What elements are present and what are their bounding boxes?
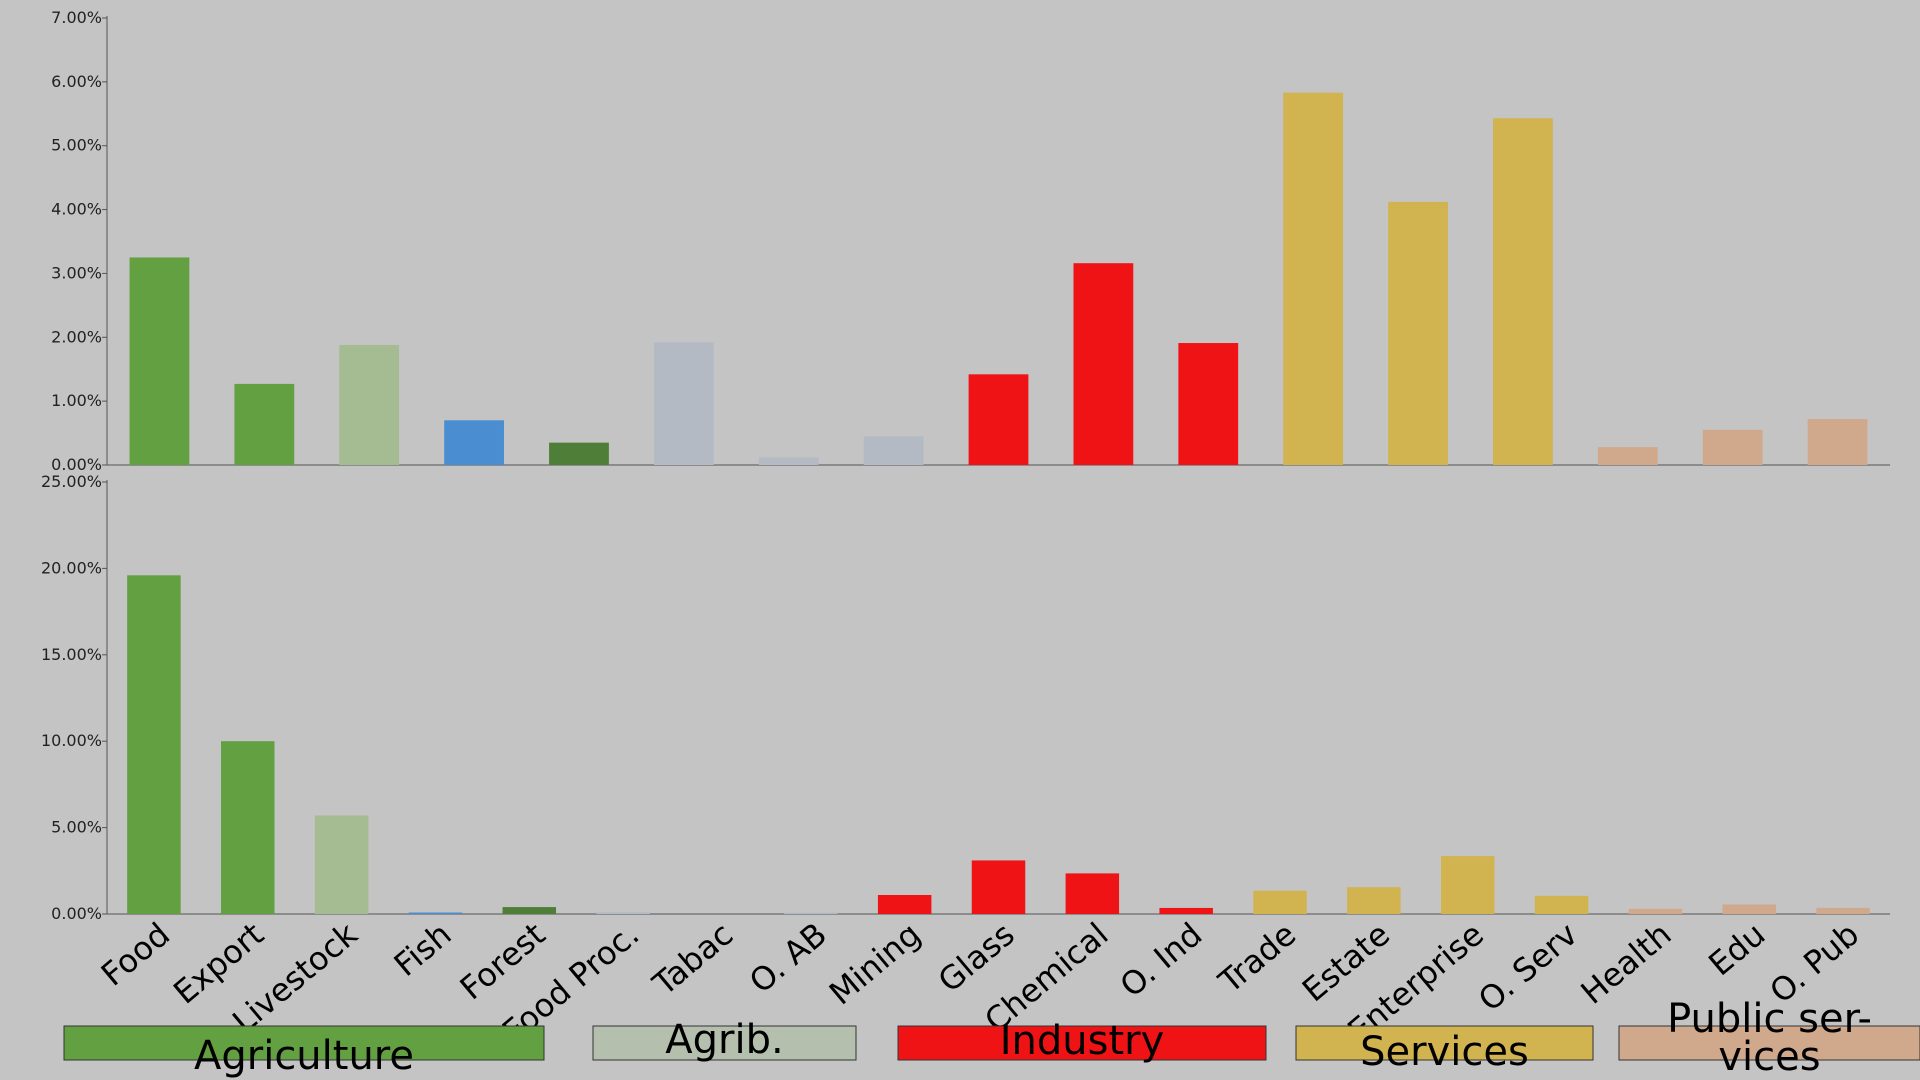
- bar-o-ab: [863, 436, 924, 465]
- y-tick-label: 1.00%: [51, 391, 102, 410]
- legend-label-line: vices: [1718, 1034, 1820, 1080]
- bar-livestock: [314, 815, 369, 914]
- bar-food-proc: [653, 342, 714, 465]
- bar-fish: [408, 912, 463, 914]
- bar-mining: [877, 894, 932, 914]
- legend-label-public-ser-vices: Public ser-vices: [1667, 996, 1872, 1080]
- bar-trade: [1388, 201, 1448, 465]
- legend-swatch-agriculture: [63, 1025, 545, 1061]
- y-tick-label: 6.00%: [51, 72, 102, 91]
- legend-swatch-services: [1295, 1025, 1594, 1061]
- bar-export: [234, 383, 295, 465]
- bar-enterprise: [1440, 856, 1495, 914]
- legend-label-agriculture: Agriculture: [194, 1033, 414, 1079]
- y-tick-label: 20.00%: [41, 558, 102, 577]
- legend-label-line: Services: [1360, 1029, 1529, 1075]
- bar-trade: [1253, 890, 1307, 914]
- bar-o-ab: [784, 912, 838, 914]
- y-tick-label: 25.00%: [41, 472, 102, 491]
- legend-label-line: Industry: [1000, 1018, 1165, 1064]
- bar-o-serv: [1702, 429, 1763, 465]
- bar-o-pub: [1816, 907, 1870, 914]
- bar-mining: [968, 374, 1029, 465]
- y-tick-label: 4.00%: [51, 200, 102, 219]
- legend-label-services: Services: [1360, 1029, 1529, 1075]
- top-bar-chart: 0.00% 1.00% 2.00% 3.00% 4.00% 5.00% 6.00% 7.00%: [51, 8, 1890, 474]
- bar-o-ind: [1159, 907, 1213, 914]
- legend-swatch-industry: [897, 1025, 1267, 1061]
- legend-label-line: Public ser-: [1667, 996, 1872, 1042]
- y-tick-label: 5.00%: [51, 818, 102, 837]
- bottom-bar-chart: 0.00% 5.00% 10.00% 15.00% 20.00% 25.00%: [41, 472, 1890, 923]
- bar-food: [127, 575, 181, 914]
- bar-chemical: [1178, 343, 1239, 465]
- bar-food: [129, 257, 190, 465]
- bar-health: [1628, 908, 1683, 914]
- bar-glass: [971, 860, 1026, 914]
- bar-estate: [1347, 887, 1401, 914]
- y-tick-label: 5.00%: [51, 136, 102, 155]
- bar-enterprise: [1597, 447, 1658, 465]
- y-tick-label: 7.00%: [51, 8, 102, 27]
- bar-chemical: [1065, 873, 1120, 914]
- bar-forest: [549, 442, 609, 465]
- bar-edu: [1722, 904, 1776, 914]
- sector-legend: Agriculture Agrib. Industry Services Public …: [63, 996, 1920, 1080]
- legend-label-line: Agrib.: [665, 1017, 783, 1063]
- bar-livestock: [339, 344, 400, 465]
- legend-swatch-public-ser-vices: [1618, 1025, 1920, 1061]
- bar-health: [1807, 419, 1868, 465]
- bar-o-ind: [1283, 92, 1344, 465]
- y-tick-label: 15.00%: [41, 645, 102, 664]
- bar-export: [221, 741, 275, 914]
- bar-tabac: [758, 457, 819, 465]
- legend-label-agrib: Agrib.: [665, 1017, 783, 1063]
- y-tick-label: 2.00%: [51, 327, 102, 346]
- bar-o-serv: [1534, 895, 1589, 914]
- bar-estate: [1493, 118, 1553, 466]
- y-tick-label: 10.00%: [41, 731, 102, 750]
- y-tick-label: 0.00%: [51, 904, 102, 923]
- y-tick-label: 3.00%: [51, 263, 102, 282]
- bar-glass: [1073, 263, 1134, 465]
- legend-label-industry: Industry: [1000, 1018, 1165, 1064]
- legend-label-line: Agriculture: [194, 1033, 414, 1079]
- legend-swatch-agrib: [592, 1025, 857, 1061]
- bar-fish: [444, 420, 504, 465]
- bar-food-proc: [596, 912, 650, 914]
- bar-forest: [502, 907, 557, 914]
- y-tick-label: 0.00%: [51, 455, 102, 474]
